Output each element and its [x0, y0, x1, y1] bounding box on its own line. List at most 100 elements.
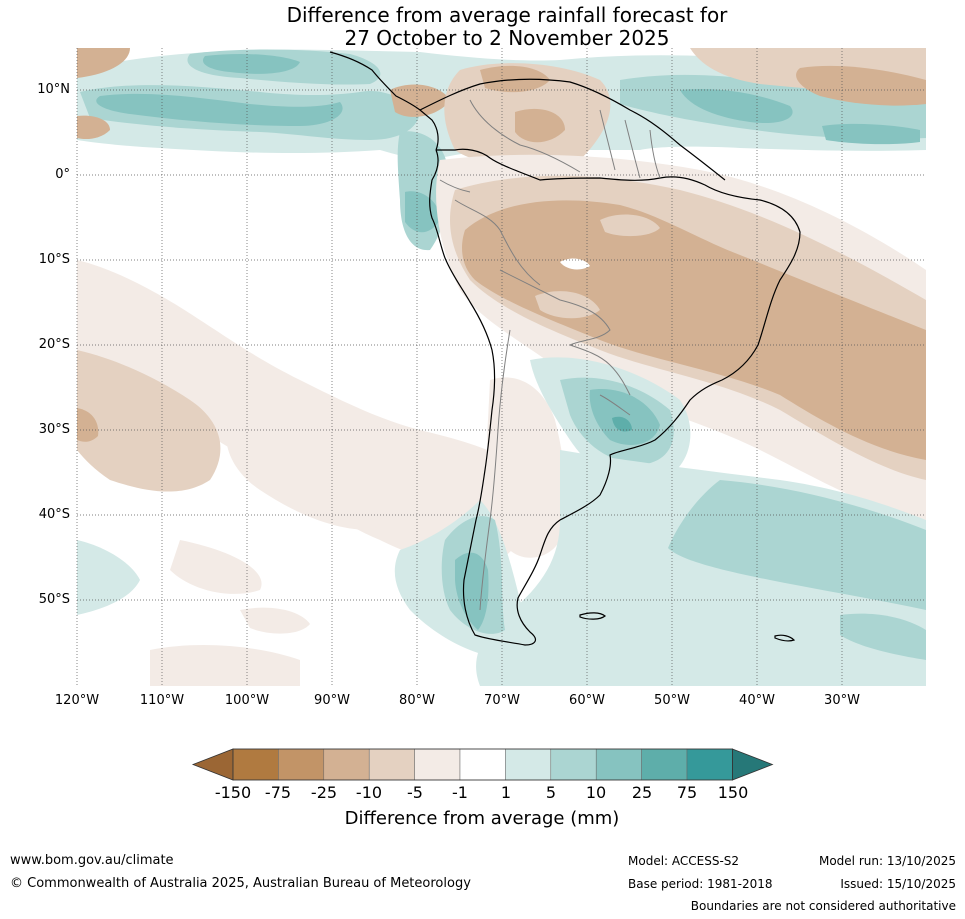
anomaly-brazil-tan-hole	[535, 291, 600, 319]
colorbar-cell	[550, 748, 597, 781]
anomaly-pacific-tan	[77, 350, 221, 492]
lat-label-10n: 10°N	[37, 82, 70, 97]
coastlines	[329, 51, 801, 646]
anomaly-pacific-mid	[77, 408, 99, 442]
lon-label-110w: 110°W	[139, 693, 185, 708]
colorbar-tick: -1	[452, 783, 468, 802]
colorbar-tick: 1	[500, 783, 512, 802]
graticule	[76, 48, 926, 686]
colorbar-cell	[686, 748, 733, 781]
anomaly-argentina-light	[487, 377, 566, 558]
anomaly-pacific-light-4	[150, 645, 300, 686]
border-colombia-venezuela	[469, 99, 581, 173]
coastline-south-georgia	[774, 634, 796, 642]
lat-label-20s: 20°S	[38, 337, 70, 352]
coastline-caribbean-north	[419, 78, 726, 181]
coastline-central-america	[329, 51, 439, 151]
colorbar-tick: 25	[631, 783, 653, 802]
colorbar-cell	[232, 748, 279, 781]
anomaly-uruguay-darker	[612, 416, 632, 432]
anomaly-band-north-dark	[96, 93, 343, 126]
colorbar-tick: -5	[407, 783, 423, 802]
coastline-south-america	[429, 148, 801, 646]
lat-label-0: 0°	[55, 167, 70, 182]
lat-label-30s: 30°S	[38, 422, 70, 437]
lon-label-30w: 30°W	[824, 693, 860, 708]
anomaly-south-pacific-teal	[77, 540, 140, 615]
title-line-1: Difference from average rainfall forecas…	[286, 3, 728, 27]
colorbar-cell	[323, 748, 370, 781]
border-bolivia	[499, 269, 611, 346]
model-name: Model: ACCESS-S2	[628, 854, 740, 868]
anomaly-blob-atlantic-north-dark-2	[822, 123, 920, 145]
colorbar-cells	[191, 748, 774, 781]
border-peru-brazil	[454, 199, 541, 286]
border-argentina-brazil	[599, 394, 631, 416]
lon-label-50w: 50°W	[654, 693, 690, 708]
lon-label-70w: 70°W	[484, 693, 520, 708]
model-run-date: Model run: 13/10/2025	[818, 854, 956, 868]
colorbar-extend-low	[191, 748, 234, 781]
colorbar-cell	[641, 748, 688, 781]
lon-label-100w: 100°W	[224, 693, 270, 708]
issued-date: Issued: 15/10/2025	[840, 877, 956, 891]
anomaly-south-atlantic-mid	[668, 480, 926, 610]
anomaly-pacific-light-2	[226, 420, 393, 530]
lon-label-60w: 60°W	[569, 693, 605, 708]
lon-label-90w: 90°W	[314, 693, 350, 708]
anomaly-pacific-light-3	[170, 540, 262, 594]
lat-label-50s: 50°S	[38, 592, 70, 607]
lon-label-80w: 80°W	[399, 693, 435, 708]
colorbar	[191, 748, 774, 781]
anomaly-pacific-light-5	[240, 607, 310, 634]
colorbar-tick: -25	[310, 783, 338, 802]
border-guianas	[599, 109, 661, 179]
colorbar-frame	[232, 748, 733, 781]
anomaly-brown-caribbean-a	[77, 48, 130, 78]
anomaly-blob-atlantic-north-dark	[680, 88, 793, 124]
anomaly-pacific-light	[77, 260, 531, 564]
colorbar-tick: 10	[585, 783, 607, 802]
lat-label-10s: 10°S	[38, 252, 70, 267]
colorbar-cell	[595, 748, 642, 781]
anomaly-brown-north-sa-mid-2	[515, 108, 565, 143]
anomaly-patagonia-dark	[455, 552, 489, 630]
anomaly-brazil-light-hole	[600, 214, 660, 237]
colorbar-label: Difference from average (mm)	[344, 808, 620, 829]
colorbar-extend-high	[732, 748, 774, 781]
anomaly-brown-caribbean-c	[390, 84, 450, 117]
colorbar-cell	[414, 748, 461, 781]
colorbar-tick: 5	[545, 783, 557, 802]
coastline-falklands	[579, 612, 606, 620]
colorbar-tick: -150	[214, 783, 252, 802]
colorbar-cell	[505, 748, 552, 781]
border-argentina-chile	[479, 329, 511, 611]
anomaly-blob-caribbean-dark	[202, 54, 300, 74]
boundaries-disclaimer: Boundaries are not considered authoritat…	[690, 899, 956, 913]
rainfall-anomaly-fields	[77, 48, 926, 686]
colorbar-cell	[459, 748, 506, 781]
anomaly-brown-caribbean-b	[77, 115, 110, 140]
anomaly-south-atlantic-mid-2	[840, 613, 926, 660]
map-title: Difference from average rainfall forecas…	[0, 4, 965, 50]
colorbar-tick: -75	[264, 783, 292, 802]
border-ecuador	[439, 179, 471, 193]
colorbar-cell	[278, 748, 325, 781]
national-borders	[439, 99, 661, 611]
colorbar-tick: -10	[355, 783, 383, 802]
anomaly-brazil-white-hole	[560, 258, 590, 270]
base-period: Base period: 1981-2018	[628, 877, 773, 891]
anomaly-uruguay-dark	[589, 389, 660, 445]
colorbar-tick: 75	[676, 783, 698, 802]
colorbar-cell	[368, 748, 415, 781]
lon-label-40w: 40°W	[739, 693, 775, 708]
website-link[interactable]: www.bom.gov.au/climate	[10, 853, 174, 868]
copyright-text: © Commonwealth of Australia 2025, Austra…	[10, 876, 471, 891]
anomaly-teal-colombia-dark	[405, 191, 440, 233]
colorbar-tick: 150	[717, 783, 749, 802]
border-paraguay	[569, 344, 631, 396]
lon-label-120w: 120°W	[54, 693, 100, 708]
anomaly-brown-atlantic-north-mid	[796, 65, 926, 106]
title-line-2: 27 October to 2 November 2025	[344, 26, 670, 50]
